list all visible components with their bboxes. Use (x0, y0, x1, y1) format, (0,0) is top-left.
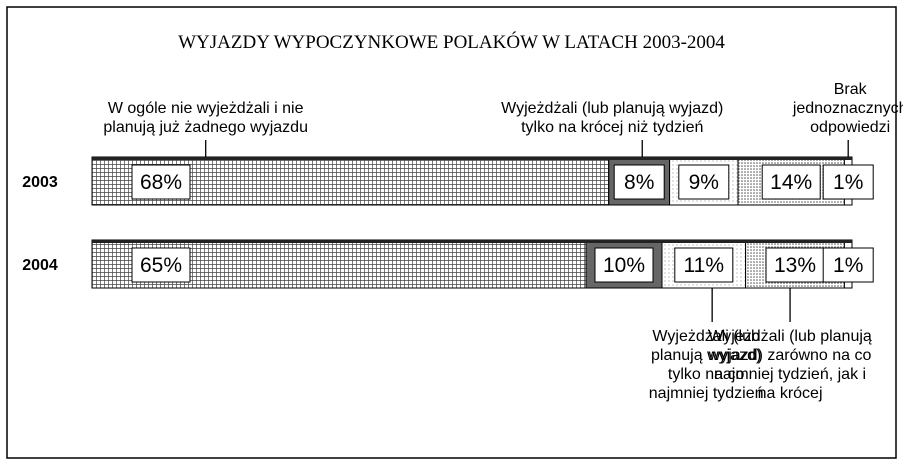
legend-annotation: Brak jednoznacznych odpowiedzi (792, 81, 903, 136)
legend-annotation: Wyjeżdżali (lub planują wyjazd) tylko na… (501, 100, 724, 136)
bar-top-edge (92, 157, 852, 160)
value-label-box (822, 164, 874, 200)
value-label: 10% (603, 254, 645, 277)
value-label-box (613, 164, 665, 200)
value-label: 1% (833, 171, 863, 194)
legend-annotation: Wyjeżdżali (lub planują wyjazd) zarówno … (708, 328, 872, 402)
value-label: 9% (689, 171, 719, 194)
value-label: 8% (624, 171, 654, 194)
value-label-box (678, 164, 730, 200)
value-label: 14% (770, 171, 812, 194)
chart-title: WYJAZDY WYPOCZYNKOWE POLAKÓW W LATACH 20… (178, 32, 725, 53)
legend-annotation: Wyjeżdżali (lub planują wyjazd) tylko na… (648, 328, 764, 402)
value-label-box (131, 164, 191, 200)
value-label-box (761, 164, 821, 200)
value-label-box (822, 247, 874, 283)
category-label: 2003 (22, 174, 58, 191)
legend-annotation: W ogóle nie wyjeżdżali i nie planują już… (103, 100, 308, 136)
category-label: 2004 (22, 257, 58, 274)
value-label-box (594, 247, 654, 283)
value-label: 13% (774, 254, 816, 277)
value-label-box (674, 247, 734, 283)
value-label: 1% (833, 254, 863, 277)
frame (6, 6, 897, 459)
value-label-box (131, 247, 191, 283)
value-label: 68% (140, 171, 182, 194)
value-label: 11% (684, 254, 724, 277)
value-label: 65% (140, 254, 182, 277)
bar-top-edge (92, 240, 852, 243)
